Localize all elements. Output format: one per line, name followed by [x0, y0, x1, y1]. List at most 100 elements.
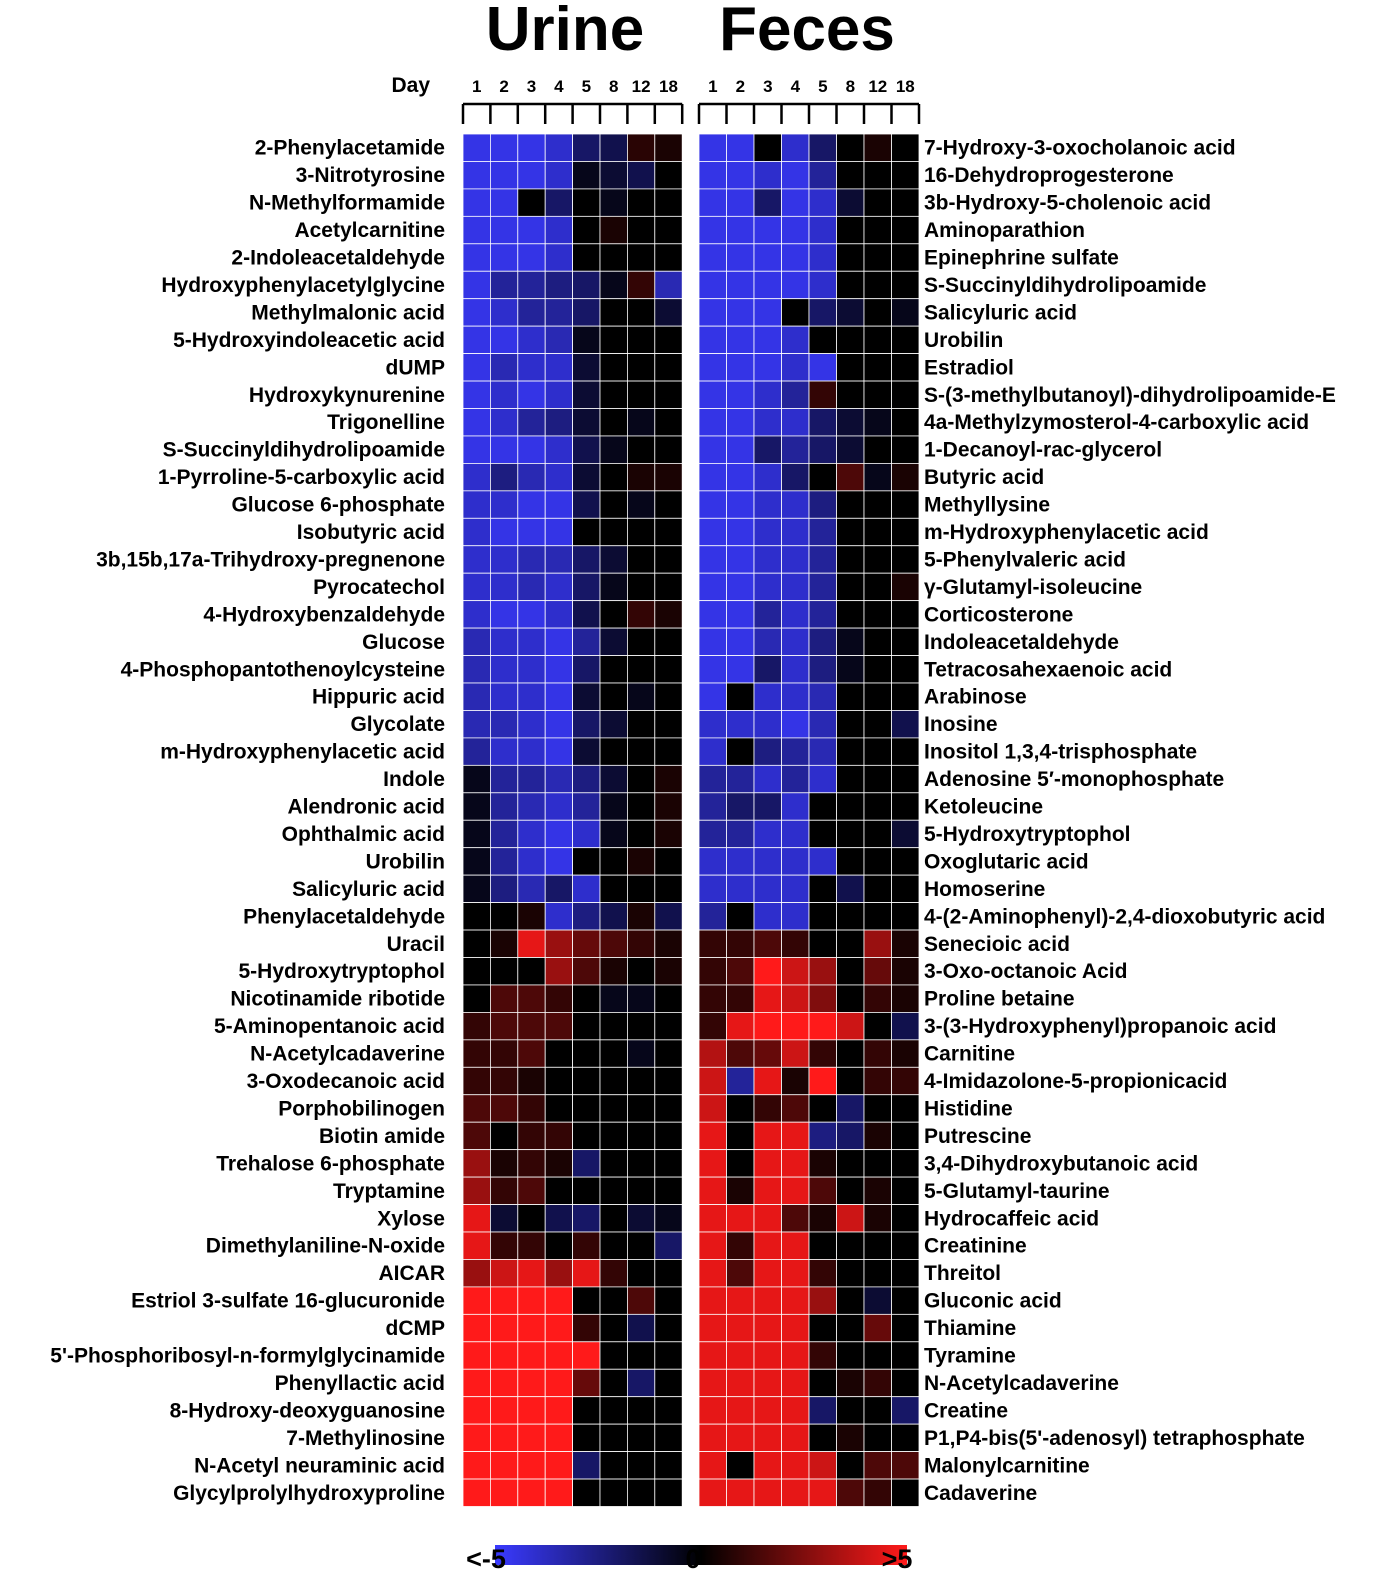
feces-heatmap-cell — [726, 1176, 755, 1205]
urine-row-label: 4-Phosphopantothenoylcysteine — [121, 658, 445, 681]
urine-heatmap-cell — [489, 1121, 519, 1151]
urine-heatmap-cell — [544, 984, 574, 1013]
urine-heatmap-cell — [544, 682, 574, 711]
feces-heatmap-cell — [781, 1149, 810, 1178]
urine-heatmap-cell — [489, 1451, 519, 1480]
feces-heatmap-cell — [836, 462, 865, 492]
urine-heatmap-cell — [599, 819, 628, 849]
urine-heatmap-cell — [572, 572, 601, 602]
urine-heatmap-cell — [599, 490, 628, 519]
feces-heatmap-cell — [863, 325, 892, 354]
feces-heatmap-cell — [753, 1231, 782, 1260]
feces-heatmap-cell — [726, 984, 755, 1013]
feces-heatmap-cell — [726, 957, 755, 986]
urine-heatmap-cell — [599, 462, 628, 492]
urine-row-label: Phenyllactic acid — [275, 1372, 445, 1395]
feces-heatmap-cell — [891, 1066, 920, 1096]
urine-heatmap-cell — [627, 1478, 656, 1507]
feces-heatmap-cell — [698, 1341, 727, 1370]
feces-heatmap-cell — [808, 133, 837, 162]
urine-heatmap-cell — [517, 1341, 546, 1370]
feces-heatmap-cell — [836, 215, 865, 245]
urine-heatmap-cell — [544, 847, 574, 876]
feces-heatmap-cell — [753, 161, 782, 190]
feces-heatmap-cell — [891, 1341, 920, 1370]
feces-heatmap-cell — [863, 435, 892, 464]
urine-heatmap-cell — [462, 682, 491, 711]
feces-heatmap-cell — [726, 380, 755, 409]
feces-heatmap-cell — [726, 1121, 755, 1151]
urine-heatmap-cell — [544, 655, 574, 684]
urine-heatmap-cell — [462, 462, 491, 492]
urine-heatmap-cell — [462, 929, 491, 958]
feces-heatmap-cell — [781, 133, 810, 162]
feces-heatmap-cell — [836, 325, 865, 354]
feces-heatmap-cell — [753, 874, 782, 904]
urine-heatmap-cell — [489, 737, 519, 766]
urine-heatmap-cell — [489, 1286, 519, 1315]
feces-row-label: Malonylcarnitine — [924, 1454, 1090, 1477]
urine-heatmap-cell — [489, 1149, 519, 1178]
feces-heatmap-cell — [753, 298, 782, 327]
feces-heatmap-cell — [863, 1478, 892, 1507]
urine-heatmap-cell — [599, 572, 628, 602]
urine-heatmap-cell — [572, 627, 601, 656]
urine-heatmap-cell — [462, 1396, 491, 1425]
feces-heatmap-cell — [863, 957, 892, 986]
feces-heatmap-cell — [836, 270, 865, 300]
feces-heatmap-cell — [863, 1094, 892, 1123]
urine-heatmap-cell — [599, 1066, 628, 1096]
feces-heatmap-cell — [781, 764, 810, 794]
feces-heatmap-cell — [781, 572, 810, 602]
feces-heatmap-cell — [808, 1423, 837, 1453]
urine-heatmap-cell — [489, 490, 519, 519]
urine-heatmap-cell — [654, 572, 683, 602]
urine-heatmap-cell — [572, 929, 601, 958]
feces-heatmap-cell — [726, 490, 755, 519]
urine-heatmap-cell — [627, 490, 656, 519]
urine-heatmap-cell — [654, 847, 683, 876]
urine-heatmap-cell — [462, 1176, 491, 1205]
feces-heatmap-cell — [836, 1121, 865, 1151]
urine-row-label: 4-Hydroxybenzaldehyde — [203, 603, 445, 626]
feces-heatmap-cell — [836, 408, 865, 437]
feces-row-label: Tetracosahexaenoic acid — [924, 658, 1172, 681]
feces-heatmap-cell — [891, 902, 920, 931]
feces-row-label: Ketoleucine — [924, 796, 1043, 819]
urine-heatmap-cell — [599, 1259, 628, 1288]
feces-heatmap-cell — [863, 1231, 892, 1260]
urine-heatmap-cell — [544, 1396, 574, 1425]
feces-heatmap-cell — [698, 984, 727, 1013]
urine-heatmap-cell — [489, 572, 519, 602]
feces-heatmap-cell — [863, 902, 892, 931]
feces-row-label: m-Hydroxyphenylacetic acid — [924, 521, 1209, 544]
urine-day-tick-5: 5 — [582, 77, 591, 96]
feces-heatmap-cell — [781, 1012, 810, 1041]
feces-row-label: Thiamine — [924, 1317, 1016, 1340]
feces-heatmap-cell — [753, 764, 782, 794]
feces-row-label: 7-Hydroxy-3-oxocholanoic acid — [924, 137, 1236, 160]
feces-heatmap-cell — [863, 1313, 892, 1343]
urine-heatmap-cell — [599, 902, 628, 931]
urine-heatmap-cell — [627, 1313, 656, 1343]
urine-heatmap-cell — [654, 627, 683, 656]
feces-heatmap-cell — [863, 682, 892, 711]
feces-day-tick-8: 8 — [846, 77, 855, 96]
urine-heatmap-cell — [599, 1451, 628, 1480]
feces-heatmap-cell — [891, 215, 920, 245]
feces-heatmap-cell — [698, 161, 727, 190]
urine-heatmap-cell — [654, 215, 683, 245]
feces-heatmap-cell — [753, 792, 782, 821]
urine-row-label: 8-Hydroxy-deoxyguanosine — [170, 1399, 445, 1422]
urine-heatmap-cell — [572, 270, 601, 300]
urine-heatmap-cell — [517, 874, 546, 904]
urine-heatmap-cell — [489, 325, 519, 354]
feces-heatmap-cell — [753, 1341, 782, 1370]
feces-heatmap-cell — [808, 984, 837, 1013]
urine-heatmap-cell — [654, 764, 683, 794]
feces-heatmap-cell — [891, 1231, 920, 1260]
feces-heatmap-cell — [753, 957, 782, 986]
feces-row-label: Inositol 1,3,4-trisphosphate — [924, 741, 1197, 764]
feces-heatmap-cell — [698, 517, 727, 547]
feces-heatmap-cell — [808, 600, 837, 629]
